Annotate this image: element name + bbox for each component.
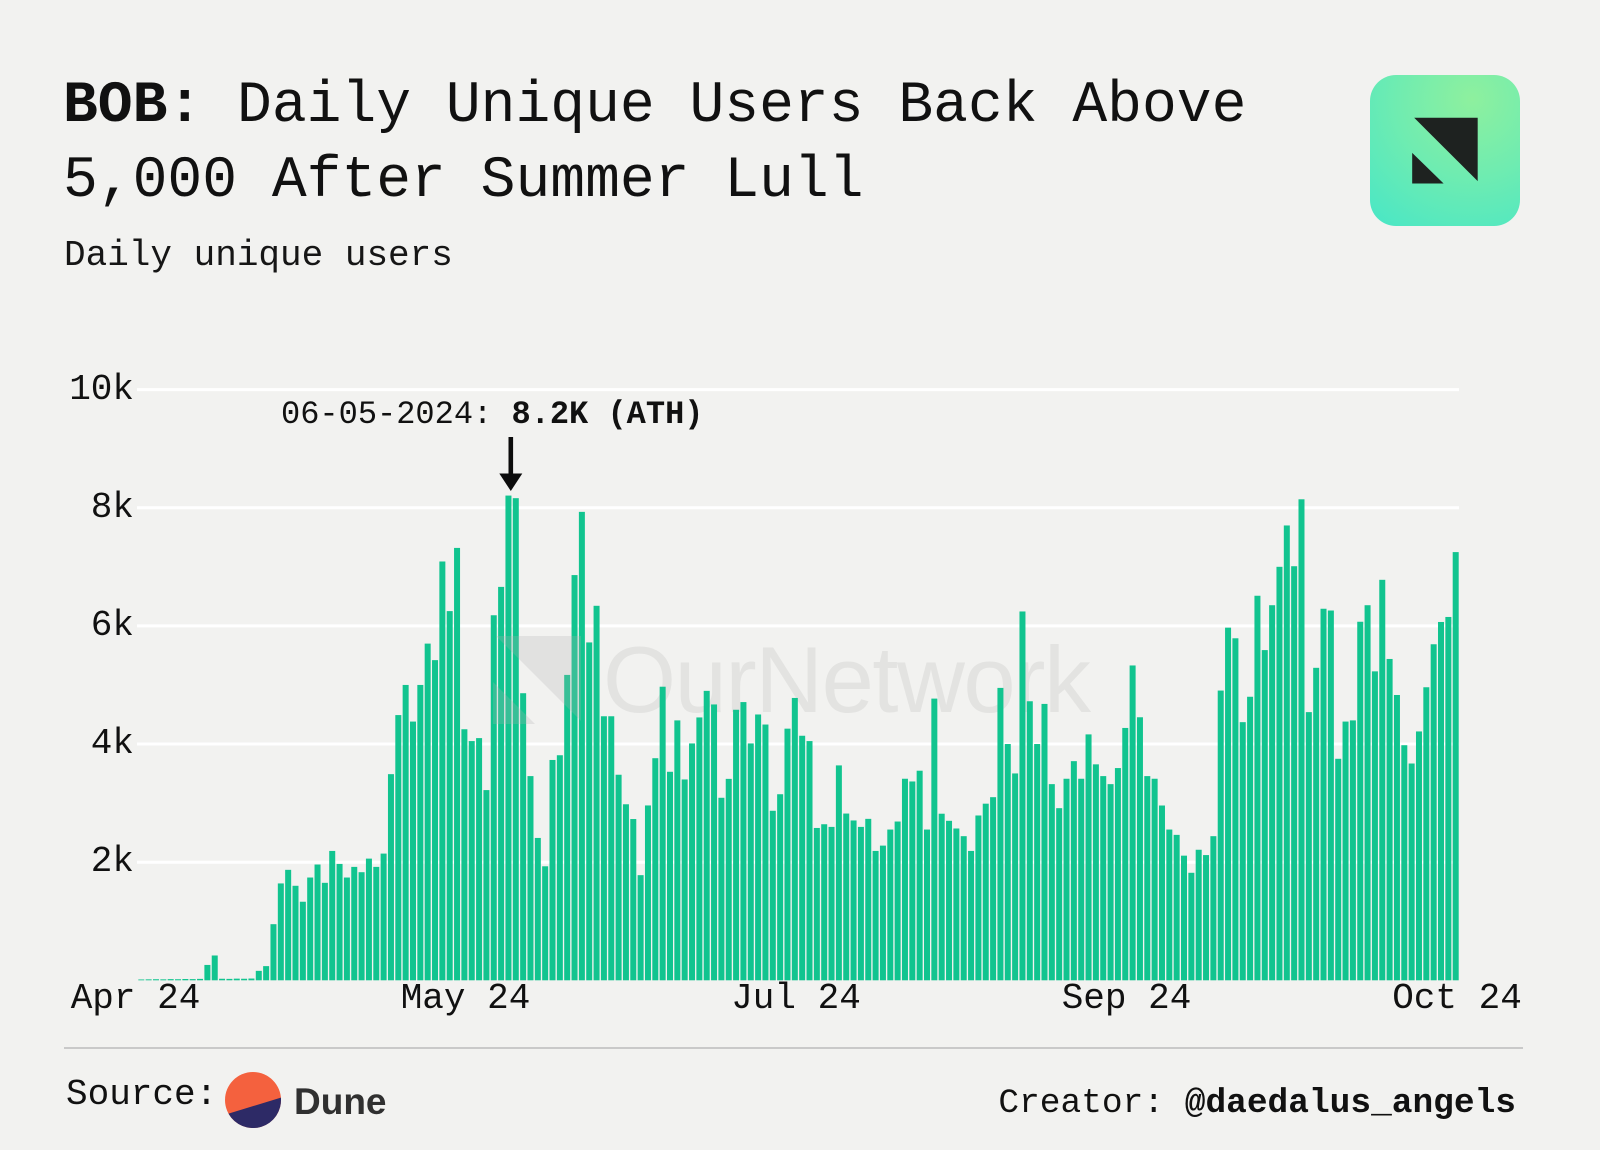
svg-text:OurNetwork: OurNetwork <box>603 627 1092 732</box>
